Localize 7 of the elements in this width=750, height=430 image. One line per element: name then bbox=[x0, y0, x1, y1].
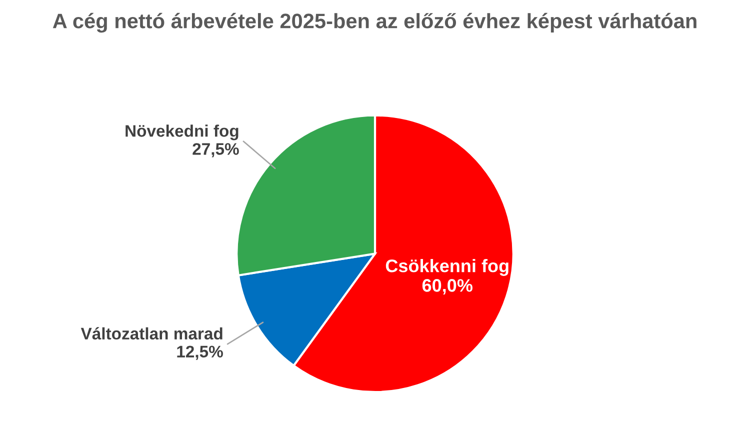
slice-label: Növekedni fog bbox=[126, 124, 238, 140]
chart-title: A cég nettó árbevétele 2025-ben az előző évhez képest várhatóan bbox=[52, 12, 696, 33]
data-label: 12,5% bbox=[177, 346, 223, 360]
slice-label: Csökkenni fog bbox=[386, 259, 508, 276]
data-label: 60,0% bbox=[422, 279, 472, 294]
slice-label: Változatlan marad bbox=[80, 327, 222, 340]
data-label: 27,5% bbox=[192, 143, 239, 158]
